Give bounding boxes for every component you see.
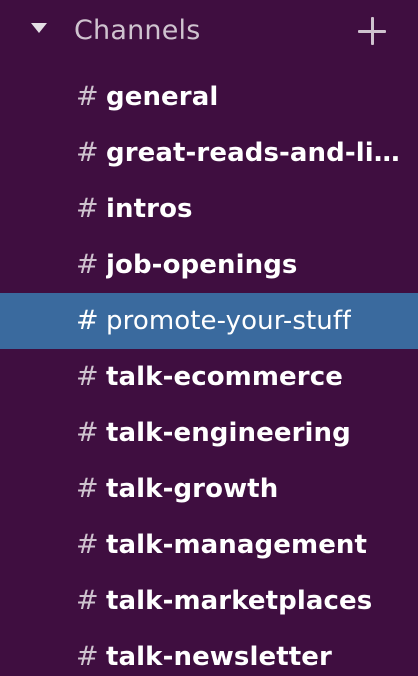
channel-item[interactable]: # talk-marketplaces bbox=[0, 573, 418, 629]
channel-name: talk-marketplaces bbox=[106, 586, 373, 616]
hash-icon: # bbox=[76, 473, 99, 504]
hash-icon: # bbox=[76, 193, 99, 224]
channel-name: talk-growth bbox=[106, 474, 279, 504]
channel-name: talk-ecommerce bbox=[106, 362, 343, 392]
channel-name: intros bbox=[106, 194, 193, 224]
channel-name: talk-management bbox=[106, 530, 368, 560]
channel-list: # general # great-reads-and-list... # intros #… bbox=[0, 69, 418, 676]
channel-item[interactable]: # talk-ecommerce bbox=[0, 349, 418, 405]
channel-item[interactable]: # job-openings bbox=[0, 237, 418, 293]
channel-name: great-reads-and-list... bbox=[106, 138, 404, 168]
hash-icon: # bbox=[76, 641, 99, 672]
hash-icon: # bbox=[76, 81, 99, 112]
channel-item[interactable]: # intros bbox=[0, 181, 418, 237]
channel-item[interactable]: # great-reads-and-list... bbox=[0, 125, 418, 181]
channels-section-header[interactable]: Channels bbox=[0, 0, 418, 62]
hash-icon: # bbox=[76, 361, 99, 392]
plus-icon-vertical-stroke bbox=[371, 17, 374, 45]
section-title[interactable]: Channels bbox=[74, 15, 201, 46]
channel-item[interactable]: # talk-engineering bbox=[0, 405, 418, 461]
hash-icon: # bbox=[76, 305, 99, 336]
caret-down-icon[interactable] bbox=[31, 23, 47, 33]
hash-icon: # bbox=[76, 585, 99, 616]
channel-name: talk-engineering bbox=[106, 418, 351, 448]
channel-item[interactable]: # promote-your-stuff bbox=[0, 293, 418, 349]
hash-icon: # bbox=[76, 137, 99, 168]
hash-icon: # bbox=[76, 529, 99, 560]
channel-item[interactable]: # general bbox=[0, 69, 418, 125]
channel-name: talk-newsletter bbox=[106, 642, 332, 672]
hash-icon: # bbox=[76, 417, 99, 448]
channel-name: promote-your-stuff bbox=[106, 306, 352, 336]
channel-item[interactable]: # talk-management bbox=[0, 517, 418, 573]
channel-item[interactable]: # talk-growth bbox=[0, 461, 418, 517]
channel-name: job-openings bbox=[106, 250, 298, 280]
hash-icon: # bbox=[76, 249, 99, 280]
channel-name: general bbox=[106, 82, 219, 112]
channel-item[interactable]: # talk-newsletter bbox=[0, 629, 418, 676]
add-channel-button[interactable] bbox=[352, 12, 392, 52]
